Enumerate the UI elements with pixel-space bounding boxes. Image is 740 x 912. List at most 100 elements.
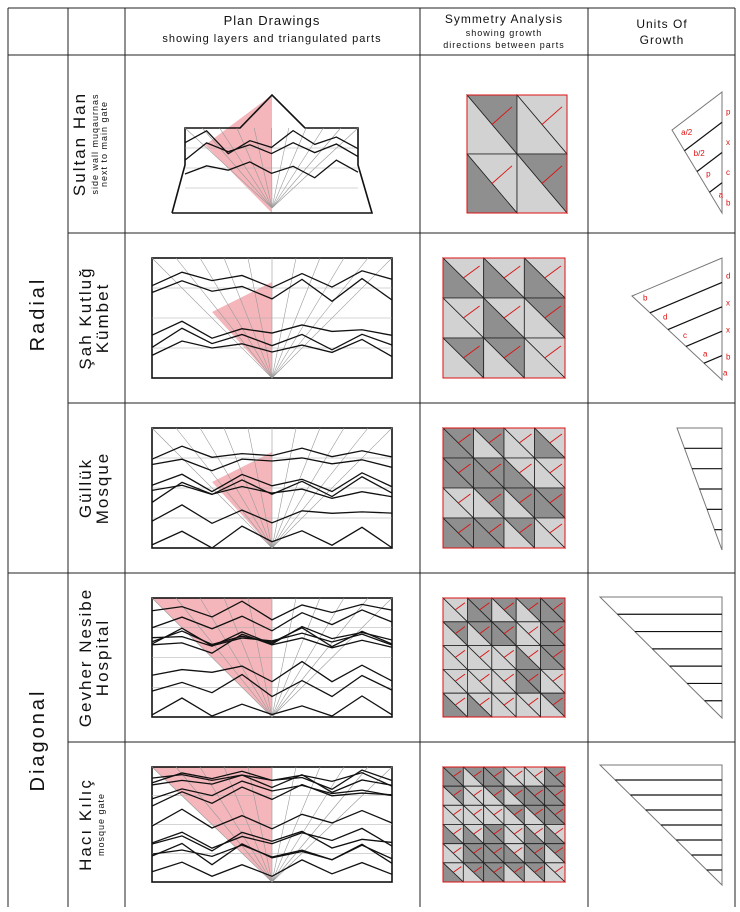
growth-arrow: [457, 463, 471, 474]
plan-title: Plan Drawings: [224, 13, 321, 28]
row-name: Gevher Nesibe: [76, 588, 95, 727]
unit-label: x: [726, 326, 730, 335]
growth-arrow: [513, 866, 523, 873]
group-label: Radial: [27, 277, 49, 352]
unit-label: b: [643, 294, 648, 303]
growth-arrow: [503, 649, 515, 658]
growth-arrow: [473, 827, 482, 835]
sym-outline: [442, 427, 566, 549]
pattern-line: [151, 773, 393, 794]
row-note: next to main gate: [99, 101, 109, 187]
growth-arrow: [534, 847, 543, 854]
growth-arrow: [552, 673, 563, 682]
unit-label: a/2: [681, 128, 693, 137]
growth-arrow: [491, 106, 513, 125]
growth-arrow: [479, 697, 490, 706]
growth-arrow: [534, 770, 543, 777]
unit-label: p: [706, 170, 711, 179]
growth-arrow: [493, 866, 503, 873]
growth-arrow: [534, 808, 543, 816]
pattern-line: [184, 159, 359, 179]
pattern-line: [684, 121, 723, 152]
growth-arrow: [454, 602, 466, 611]
growth-arrow: [549, 463, 563, 474]
growth-arrow: [552, 649, 563, 658]
row-name: Güllük: [76, 458, 95, 518]
growth-arrow: [552, 697, 563, 706]
pattern-line: [151, 277, 393, 303]
growth-arrow: [493, 789, 503, 797]
unit-label: b/2: [694, 149, 706, 158]
row-name: Hacı Kılıç: [76, 778, 95, 871]
growth-arrow: [491, 165, 513, 184]
growth-arrow: [544, 345, 562, 359]
growth-arrow: [488, 433, 502, 444]
growth-arrow: [452, 827, 462, 835]
growth-arrow: [473, 770, 482, 777]
row-name: Hospital: [93, 619, 112, 696]
unit-label: c: [726, 168, 730, 177]
growth-arrow: [544, 305, 562, 319]
pattern-line: [151, 476, 393, 498]
symmetry-subtitle: directions between parts: [443, 40, 565, 50]
row-note: side wall muqaurnas: [90, 93, 100, 194]
row-name: Şah Kutluğ: [76, 266, 95, 369]
growth-arrow: [513, 827, 523, 835]
growth-arrow: [493, 808, 503, 816]
growth-arrow: [544, 265, 562, 279]
growth-arrow: [513, 808, 523, 816]
growth-arrow: [503, 673, 515, 682]
pink-part: [205, 95, 272, 213]
growth-arrow: [503, 345, 521, 359]
row-name: Mosque: [93, 452, 112, 524]
growth-arrow: [452, 847, 462, 854]
growth-arrow: [493, 847, 503, 854]
growth-arrow: [541, 165, 563, 184]
growth-arrow: [457, 433, 471, 444]
table-grid: [7, 7, 736, 907]
growth-arrow: [503, 602, 515, 611]
growth-arrow: [518, 463, 532, 474]
growth-arrow: [554, 770, 564, 777]
unit-label: d: [726, 271, 730, 280]
growth-arrow: [457, 493, 471, 504]
unit-label: a: [723, 368, 728, 377]
sym-outline: [442, 766, 566, 883]
growth-arrow: [528, 673, 539, 682]
growth-arrow: [463, 265, 480, 279]
plan-outline: [171, 93, 374, 214]
pattern-line: [151, 525, 393, 549]
growth-arrow: [518, 523, 532, 534]
growth-arrow: [549, 523, 563, 534]
growth-arrow: [534, 827, 543, 835]
growth-arrow: [463, 345, 480, 359]
growth-arrow: [534, 789, 543, 797]
group-label: Diagonal: [27, 689, 49, 792]
pattern-line: [151, 338, 393, 358]
unit-label: a: [703, 350, 708, 359]
growth-arrow: [554, 808, 564, 816]
growth-arrow: [503, 626, 515, 635]
symmetry-title: Symmetry Analysis: [445, 12, 563, 26]
pattern-line: [151, 327, 393, 351]
pattern-line: [151, 783, 393, 807]
unit-label: b: [726, 353, 731, 362]
unit-label: x: [726, 138, 730, 147]
pink-part: [212, 282, 272, 378]
pattern-line: [649, 281, 723, 314]
pattern-line: [151, 472, 393, 493]
pattern-line: [184, 141, 359, 161]
pattern-line: [151, 695, 393, 717]
growth-arrow: [473, 847, 482, 854]
growth-arrow: [488, 523, 502, 534]
growth-arrow: [473, 866, 482, 873]
growth-arrow: [513, 847, 523, 854]
growth-arrow: [513, 770, 523, 777]
growth-arrow: [552, 602, 563, 611]
unit-label: d: [663, 312, 667, 321]
pattern-line: [151, 270, 393, 289]
pattern-line: [151, 673, 393, 698]
pattern-line: [151, 445, 393, 460]
growth-arrow: [454, 626, 466, 635]
growth-arrow: [554, 789, 564, 797]
